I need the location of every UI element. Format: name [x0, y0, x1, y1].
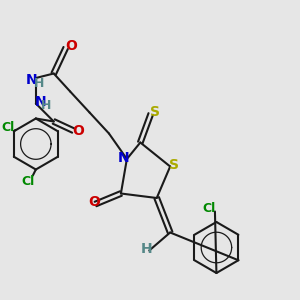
Text: H: H — [34, 77, 44, 90]
Text: N: N — [26, 73, 37, 86]
Text: Cl: Cl — [202, 202, 216, 215]
Text: N: N — [118, 151, 130, 164]
Text: H: H — [41, 99, 52, 112]
Text: H: H — [141, 242, 153, 256]
Text: Cl: Cl — [2, 121, 15, 134]
Text: Cl: Cl — [22, 175, 35, 188]
Text: S: S — [169, 158, 179, 172]
Text: O: O — [65, 40, 77, 53]
Text: N: N — [34, 95, 46, 109]
Text: S: S — [150, 106, 160, 119]
Text: O: O — [88, 195, 100, 208]
Text: O: O — [73, 124, 85, 137]
